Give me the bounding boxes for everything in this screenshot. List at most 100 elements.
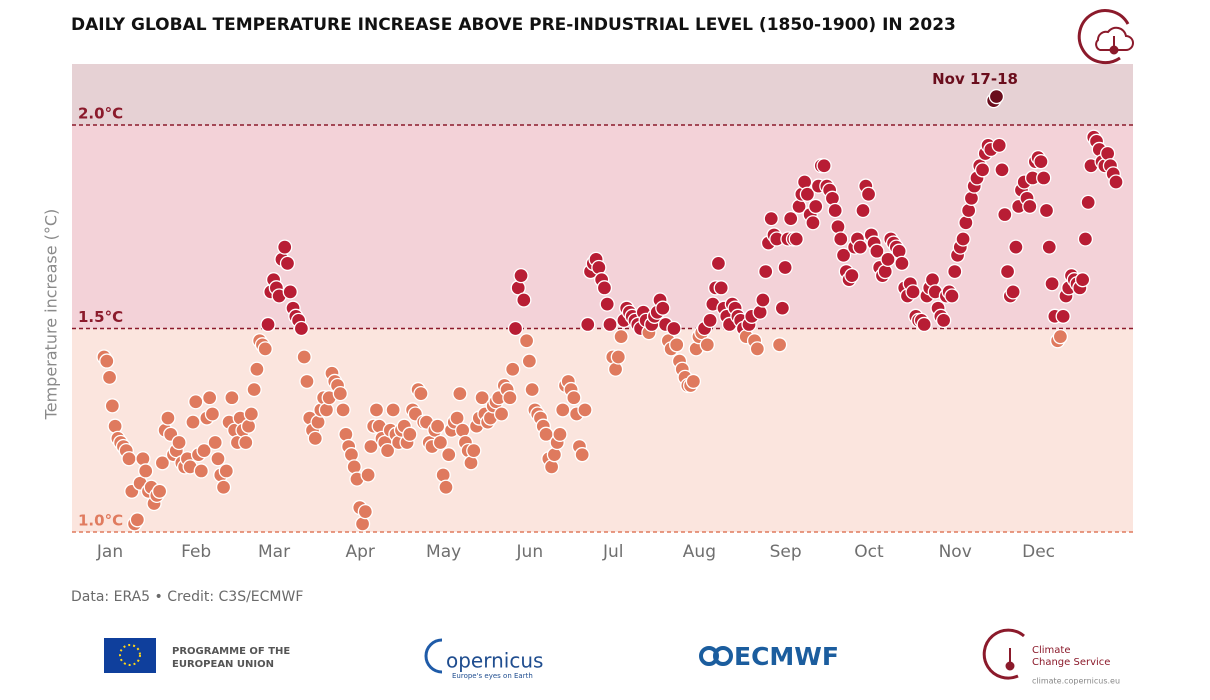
- data-point: [833, 231, 849, 247]
- data-point: [947, 263, 963, 280]
- data-point: [413, 385, 429, 402]
- data-point: [602, 316, 618, 333]
- data-point: [121, 451, 137, 467]
- data-point: [774, 300, 791, 316]
- x-tick-label: Jan: [96, 542, 123, 562]
- data-point: [808, 198, 824, 215]
- data-point: [99, 353, 115, 369]
- data-point: [827, 202, 843, 219]
- data-point: [905, 284, 921, 300]
- c3s-logo: [982, 628, 1025, 680]
- data-point: [1080, 194, 1096, 211]
- data-point: [894, 255, 910, 272]
- data-point: [613, 329, 629, 345]
- background-band: [72, 125, 1133, 329]
- data-point: [332, 385, 348, 402]
- data-point: [944, 288, 960, 304]
- data-point: [1036, 170, 1052, 186]
- data-point: [1008, 239, 1024, 255]
- data-point: [466, 442, 482, 459]
- eu-logo: [104, 638, 156, 673]
- data-point: [799, 186, 816, 202]
- data-point: [860, 186, 877, 202]
- x-tick-label: Dec: [1022, 542, 1055, 562]
- data-point: [577, 402, 593, 418]
- data-point: [1108, 174, 1124, 190]
- data-point: [257, 341, 273, 357]
- x-tick-label: Feb: [181, 542, 211, 562]
- data-point: [552, 426, 568, 442]
- y-tick-label: 2.0°C: [78, 105, 123, 123]
- data-point: [210, 451, 226, 467]
- data-point: [204, 406, 221, 422]
- data-point: [788, 231, 804, 247]
- copernicus-tagline: Europe's eyes on Earth: [452, 672, 533, 680]
- y-tick-label: 1.0°C: [78, 512, 123, 530]
- copernicus-logo: [424, 638, 443, 674]
- y-axis-label: Temperature increase (°C): [42, 209, 61, 421]
- data-point: [196, 442, 212, 459]
- data-point: [599, 296, 615, 312]
- y-tick-label: 1.5°C: [78, 308, 123, 326]
- data-point: [296, 349, 312, 365]
- x-tick-label: Nov: [939, 542, 972, 562]
- data-point: [1077, 231, 1094, 247]
- x-tick-label: Jul: [602, 542, 624, 562]
- source: Data: ERA5 • Credit: C3S/ECMWF: [71, 589, 303, 605]
- data-point: [566, 390, 582, 406]
- data-point: [518, 333, 535, 349]
- data-point: [154, 455, 171, 471]
- data-point: [749, 341, 766, 357]
- data-point: [138, 463, 154, 479]
- data-point: [844, 267, 860, 284]
- data-point: [1022, 198, 1038, 215]
- data-point: [243, 406, 260, 422]
- data-point: [997, 206, 1013, 223]
- data-point: [151, 483, 168, 499]
- data-point: [249, 361, 265, 377]
- data-point: [880, 251, 896, 267]
- data-point: [293, 320, 310, 337]
- data-point: [1052, 329, 1069, 345]
- data-point: [474, 390, 490, 406]
- data-point: [363, 438, 379, 455]
- data-point: [516, 292, 532, 308]
- data-point: [279, 255, 296, 272]
- data-point: [580, 316, 596, 333]
- x-tick-label: Oct: [854, 542, 884, 562]
- data-point: [429, 418, 446, 434]
- data-point: [260, 316, 276, 333]
- data-point: [999, 263, 1016, 280]
- data-point: [129, 512, 146, 528]
- data-point: [916, 316, 932, 333]
- data-point: [335, 402, 351, 418]
- data-point: [104, 398, 120, 414]
- data-point: [379, 442, 396, 459]
- x-tick-label: Apr: [346, 542, 375, 562]
- data-point: [218, 463, 234, 479]
- data-point: [666, 320, 682, 337]
- data-point: [771, 337, 788, 353]
- c3s-text: Climate: [1032, 645, 1070, 656]
- data-point: [385, 402, 401, 418]
- ecmwf-logo: [699, 646, 733, 666]
- data-point: [1038, 202, 1055, 219]
- data-point: [596, 280, 613, 296]
- data-point: [1033, 154, 1049, 170]
- data-point: [655, 300, 671, 316]
- data-point: [1044, 276, 1060, 292]
- eu-text: PROGRAMME OF THE: [172, 646, 290, 657]
- top-logo: [1077, 9, 1134, 65]
- x-tick-label: Jun: [516, 542, 544, 562]
- chart-title: DAILY GLOBAL TEMPERATURE INCREASE ABOVE …: [71, 15, 956, 35]
- data-point: [974, 162, 991, 178]
- data-point: [777, 259, 793, 276]
- plot-area: 1.0°C 1.5°C 2.0°C Jan Feb Mar Apr May Jun Jul Aug S…: [72, 64, 1133, 562]
- data-point: [805, 215, 821, 231]
- data-point: [299, 373, 315, 390]
- data-point: [193, 463, 209, 479]
- data-point: [699, 337, 715, 353]
- c3s-text: Change Service: [1032, 657, 1110, 668]
- background-band: [72, 64, 1133, 126]
- data-point: [994, 162, 1010, 178]
